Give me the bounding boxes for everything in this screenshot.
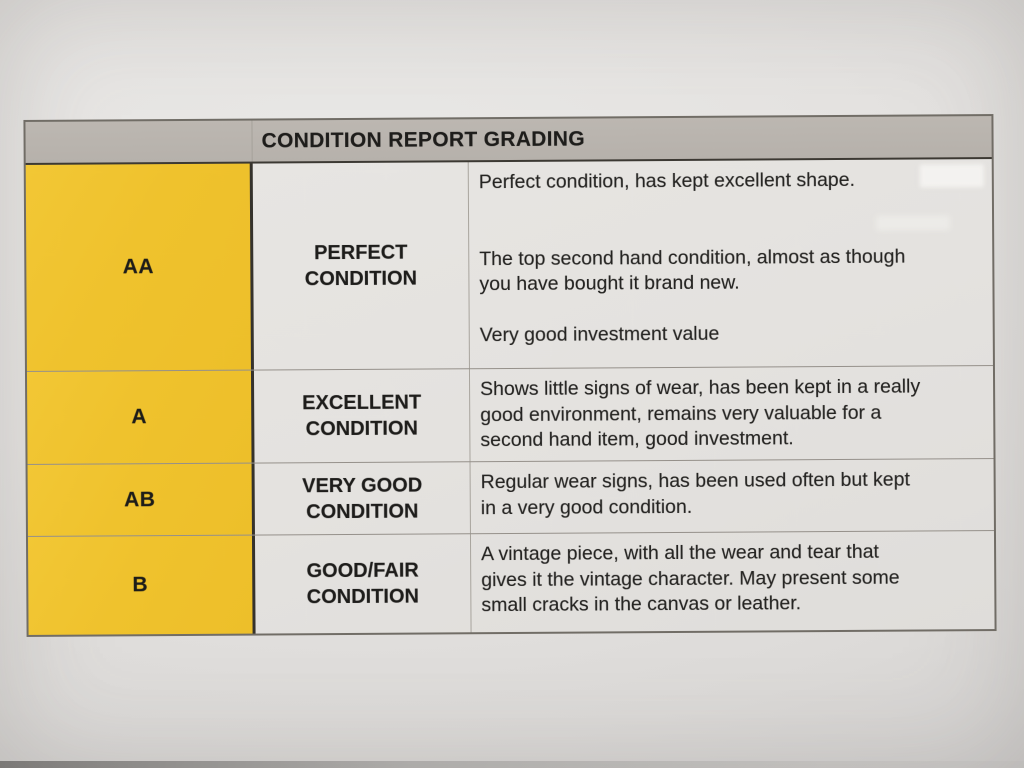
condition-label-a: EXCELLENT CONDITION (253, 369, 471, 463)
description-cell-aa: Perfect condition, has kept excellent sh… (469, 159, 993, 368)
grade-cell-a: A (26, 370, 255, 464)
description-text-b: A vintage piece, with all the wear and t… (481, 540, 900, 617)
description-cell-ab: Regular wear signs, has been used often … (471, 459, 994, 533)
table-row-b: B GOOD/FAIR CONDITION A vintage piece, w… (27, 530, 995, 635)
photo-bottom-edge-shadow (0, 761, 1024, 768)
condition-label-b: GOOD/FAIR CONDITION (254, 534, 472, 634)
table-row-ab: AB VERY GOOD CONDITION Regular wear sign… (27, 458, 994, 536)
description-cell-a: Shows little signs of wear, has been kep… (470, 366, 994, 461)
grade-cell-aa: AA (25, 163, 254, 371)
description-text-ab: Regular wear signs, has been used often … (480, 468, 910, 519)
grade-cell-b: B (27, 535, 256, 635)
table-header-row: CONDITION REPORT GRADING (25, 116, 992, 165)
table-row-a: A EXCELLENT CONDITION Shows little signs… (26, 365, 994, 464)
description-text-a: Shows little signs of wear, has been kep… (480, 375, 921, 452)
condition-label-aa: PERFECT CONDITION (252, 162, 470, 370)
condition-report-grading-table: CONDITION REPORT GRADING AA PERFECT COND… (23, 114, 997, 637)
whiteout-patch (919, 164, 984, 188)
table-title: CONDITION REPORT GRADING (261, 127, 585, 153)
condition-label-ab: VERY GOOD CONDITION (254, 462, 471, 535)
table-row-aa: AA PERFECT CONDITION Perfect condition, … (25, 159, 993, 371)
grade-cell-ab: AB (27, 463, 255, 536)
header-empty-cell (25, 120, 253, 163)
whiteout-patch (876, 215, 951, 231)
description-text-aa: Perfect condition, has kept excellent sh… (478, 168, 906, 347)
description-cell-b: A vintage piece, with all the wear and t… (471, 531, 995, 632)
